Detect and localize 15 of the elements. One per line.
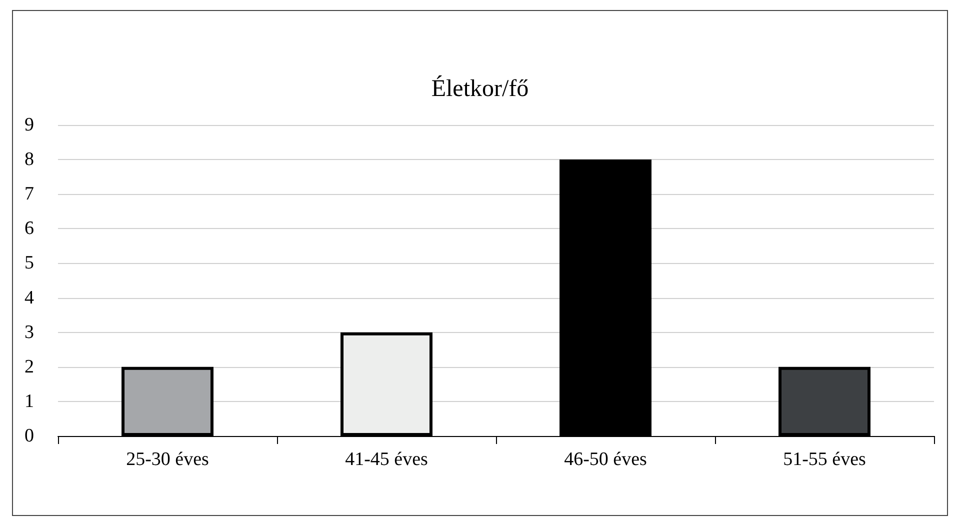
y-tick-label: 7 xyxy=(24,184,34,205)
x-tick-label: 25-30 éves xyxy=(126,449,209,470)
y-tick-label: 9 xyxy=(24,114,34,136)
y-tick-label: 1 xyxy=(24,390,34,412)
y-tick-label: 3 xyxy=(24,322,34,343)
chart-title: Életkor/fő xyxy=(431,75,529,102)
y-tick-label: 2 xyxy=(24,356,34,378)
x-tick-label: 46-50 éves xyxy=(564,449,647,470)
x-tick-label: 41-45 éves xyxy=(345,449,428,470)
y-tick-label: 0 xyxy=(24,426,34,446)
y-tick-label: 5 xyxy=(24,252,34,274)
x-tick-label: 51-55 éves xyxy=(783,449,866,470)
y-tick-label: 4 xyxy=(24,287,34,308)
y-tick-label: 8 xyxy=(24,149,34,170)
y-tick-label: 6 xyxy=(24,218,34,240)
